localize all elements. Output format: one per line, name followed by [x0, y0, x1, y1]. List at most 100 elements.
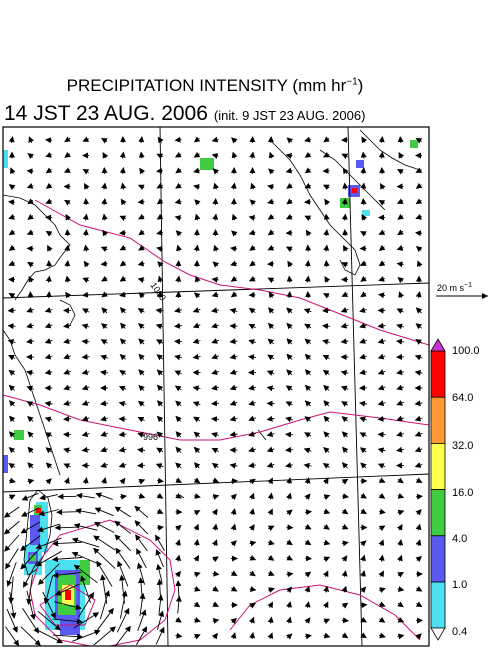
wind-vector	[26, 322, 35, 329]
wind-vector	[138, 292, 146, 299]
wind-vector	[230, 617, 237, 625]
wind-vector	[229, 353, 238, 360]
wind-vector	[119, 477, 126, 485]
wind-vector	[119, 215, 127, 222]
wind-vector	[175, 632, 183, 639]
wind-vector	[360, 632, 367, 639]
wind-vector	[341, 291, 349, 297]
wind-vector	[322, 601, 329, 609]
wind-vector	[102, 229, 109, 237]
wind-vector	[230, 508, 237, 516]
wind-vector	[414, 400, 423, 407]
wind-vector	[155, 534, 165, 551]
wind-vector	[414, 431, 423, 437]
wind-vector	[117, 560, 129, 587]
wind-vector	[359, 416, 367, 423]
wind-vector	[194, 275, 201, 283]
wind-vector	[156, 477, 164, 484]
wind-vector	[27, 153, 34, 160]
wind-vector	[81, 446, 90, 453]
wind-vector	[138, 244, 145, 251]
wind-vector	[304, 400, 312, 407]
wind-vector	[194, 462, 201, 469]
wind-vector	[249, 151, 256, 159]
wind-vector	[230, 493, 237, 500]
wind-vector	[415, 477, 423, 483]
wind-vector	[213, 244, 220, 252]
wind-vector	[194, 585, 201, 592]
wind-vector	[100, 246, 108, 253]
wind-vector	[175, 275, 182, 283]
wind-vector	[305, 244, 312, 252]
wind-vector	[101, 213, 108, 221]
wind-vector	[156, 153, 164, 160]
wind-vector	[175, 554, 182, 562]
wind-vector	[230, 585, 238, 592]
wind-vector	[137, 184, 145, 191]
wind-vector	[8, 369, 16, 376]
wind-vector	[323, 244, 330, 252]
wind-vector	[157, 261, 164, 268]
wind-vector	[136, 548, 147, 569]
wind-vector	[397, 213, 404, 220]
wind-vector	[45, 275, 52, 283]
wind-vector	[396, 446, 405, 453]
wind-vector	[63, 477, 70, 484]
wind-vector	[8, 260, 15, 266]
wind-vector	[304, 151, 312, 158]
wind-vector	[397, 616, 405, 623]
wind-vector	[359, 400, 368, 407]
wind-vector	[193, 244, 200, 252]
wind-vector	[267, 554, 275, 561]
wind-vector	[8, 354, 16, 361]
wind-vector	[175, 616, 182, 623]
wind-vector	[193, 617, 201, 623]
wind-vector	[101, 275, 108, 282]
wind-vector	[248, 616, 255, 624]
wind-vector	[340, 385, 349, 392]
wind-vector	[212, 617, 220, 624]
wind-vector	[230, 570, 238, 576]
wind-vector	[211, 153, 219, 159]
wind-vector	[102, 152, 109, 159]
wind-vector	[378, 244, 386, 251]
wind-vector	[414, 354, 423, 361]
wind-vector	[8, 384, 16, 392]
wind-vector	[211, 307, 220, 314]
wind-vector	[323, 431, 330, 438]
wind-vector	[304, 523, 312, 530]
wind-vector	[341, 523, 349, 530]
wind-vector	[267, 601, 273, 609]
wind-vector	[211, 447, 219, 454]
wind-vector	[378, 136, 385, 144]
wind-vector	[139, 167, 146, 175]
wind-vector	[82, 229, 89, 237]
wind-vector	[341, 555, 348, 562]
wind-vector	[415, 214, 422, 220]
wind-vector	[415, 182, 423, 189]
wind-vector	[193, 292, 201, 299]
wind-vector	[266, 415, 275, 422]
wind-vector	[35, 550, 62, 567]
wind-vector	[359, 307, 368, 313]
wind-vector	[8, 184, 16, 191]
wind-vector	[193, 431, 201, 438]
wind-vector	[156, 369, 164, 376]
wind-vector	[323, 494, 331, 501]
wind-vector	[303, 462, 312, 469]
wind-vector	[341, 570, 348, 577]
wind-vector	[100, 354, 108, 361]
wind-vector	[54, 601, 82, 611]
wind-vector	[248, 229, 256, 236]
wind-vector	[414, 369, 423, 376]
wind-vector	[71, 537, 100, 548]
wind-vector	[305, 633, 312, 640]
wind-vector	[5, 626, 20, 646]
wind-vector	[359, 322, 367, 329]
wind-vector	[38, 509, 59, 517]
wind-vector	[377, 447, 386, 454]
wind-vector	[229, 384, 238, 391]
wind-vector	[192, 401, 201, 407]
wind-vector	[342, 182, 349, 190]
wind-vector	[65, 213, 72, 221]
